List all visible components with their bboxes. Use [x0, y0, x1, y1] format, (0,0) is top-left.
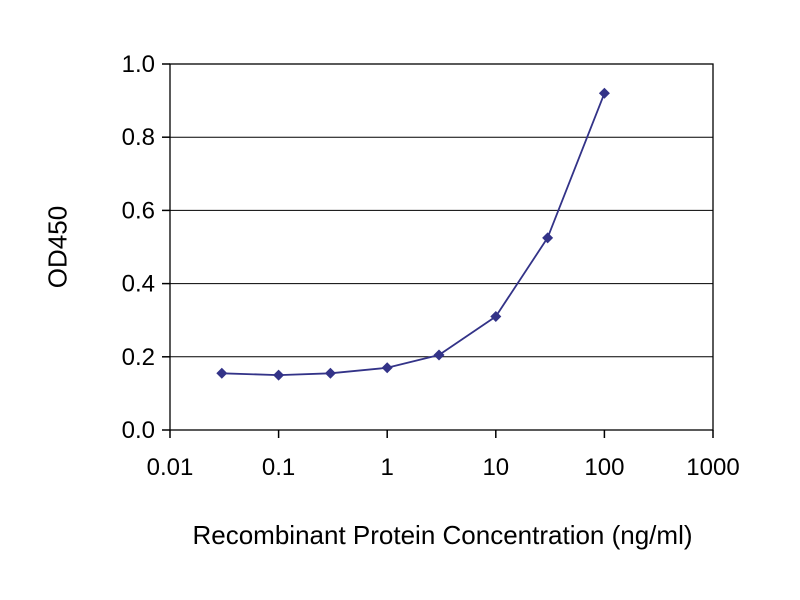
data-point-marker	[324, 367, 336, 379]
x-axis-tick-label: 100	[584, 454, 624, 481]
y-axis-title: OD450	[42, 205, 73, 289]
data-point-marker	[433, 349, 445, 361]
data-series-line	[221, 92, 606, 377]
data-point-marker	[216, 367, 228, 379]
y-axis-tick-label: 1.0	[122, 51, 155, 78]
y-axis-tick-label: 0.6	[122, 197, 155, 224]
y-axis-tick-label: 0.2	[122, 344, 155, 371]
x-axis-tick-label: 10	[482, 454, 509, 481]
y-axis-tick-label: 0.4	[122, 271, 155, 298]
y-axis-tick-label: 0.0	[122, 417, 155, 444]
x-axis-tick-label: 0.1	[262, 454, 295, 481]
data-point-marker	[542, 232, 554, 244]
x-axis-title: Recombinant Protein Concentration (ng/ml…	[192, 520, 693, 550]
data-point-marker	[490, 311, 502, 323]
y-axis-tick-label: 0.8	[122, 124, 155, 151]
plot-border	[169, 63, 714, 431]
x-axis-tick-label: 0.01	[147, 454, 194, 481]
data-point-marker	[273, 369, 285, 381]
data-point-marker	[381, 362, 393, 374]
x-axis-tick-label: 1	[381, 454, 394, 481]
x-axis-tick-label: 1000	[686, 454, 739, 481]
data-point-marker	[598, 87, 610, 99]
